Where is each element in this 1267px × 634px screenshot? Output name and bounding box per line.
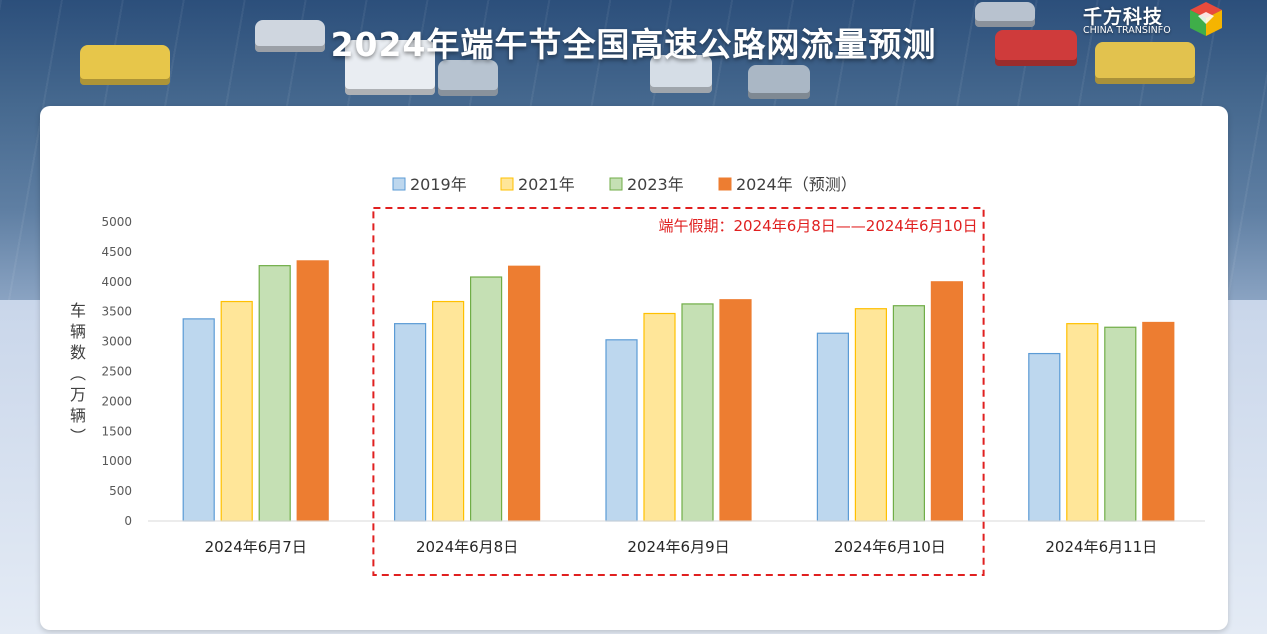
bar <box>681 303 714 522</box>
bar <box>258 265 291 522</box>
x-axis: 2024年6月7日 2024年6月8日 2024年6月9日 2024年6月10日 202… <box>205 538 1158 556</box>
bar <box>394 323 427 522</box>
bar <box>182 318 215 522</box>
bar <box>1104 326 1137 522</box>
y-tick-label: 2500 <box>101 365 132 379</box>
logo-name-cn: 千方科技 <box>1083 6 1164 28</box>
company-logo: 千方科技 CHINA TRANSINFO <box>1083 0 1263 42</box>
bar <box>508 265 541 522</box>
legend-label: 2023年 <box>627 175 684 194</box>
x-tick-label: 2024年6月11日 <box>1045 538 1157 556</box>
y-tick-label: 1000 <box>101 454 132 468</box>
red-car <box>995 30 1077 66</box>
bus <box>345 40 435 95</box>
chart-legend: 2019年 2021年 2023年 2024年（预测） <box>392 175 857 194</box>
bar <box>296 260 329 522</box>
legend-swatch <box>609 177 623 191</box>
bar <box>930 281 964 522</box>
bar <box>854 308 888 522</box>
x-tick-label: 2024年6月10日 <box>834 538 946 556</box>
y-tick-label: 1500 <box>101 424 132 438</box>
y-tick-label: 2000 <box>101 394 132 408</box>
car-right <box>748 65 810 99</box>
bar <box>719 299 752 522</box>
bar <box>470 276 503 522</box>
car-center <box>438 60 498 96</box>
page-title: 2024年端午节全国高速公路网流量预测 <box>330 25 937 64</box>
cube-logo-icon <box>1190 2 1222 36</box>
x-tick-label: 2024年6月9日 <box>627 538 729 556</box>
x-tick-label: 2024年6月7日 <box>205 538 307 556</box>
taxi-car-left <box>80 45 170 85</box>
car-left <box>255 20 325 52</box>
y-tick-label: 4000 <box>101 275 132 289</box>
bar <box>1142 321 1175 522</box>
y-tick-label: 4500 <box>101 245 132 259</box>
y-tick-label: 500 <box>109 484 132 498</box>
bar <box>892 305 926 522</box>
x-tick-label: 2024年6月8日 <box>416 538 518 556</box>
y-axis-label: 车辆数︵万辆︶ <box>70 301 86 446</box>
logo-name-en: CHINA TRANSINFO <box>1083 25 1171 36</box>
y-tick-label: 5000 <box>101 215 132 229</box>
taxi-car-right <box>1095 42 1195 84</box>
legend-label: 2019年 <box>410 175 467 194</box>
holiday-highlight-box <box>372 207 985 576</box>
holiday-annotation: 端午假期：2024年6月8日——2024年6月10日 <box>659 217 978 235</box>
car-far-right <box>975 2 1035 27</box>
bar <box>1028 352 1061 522</box>
y-tick-label: 3500 <box>101 305 132 319</box>
bar <box>643 312 676 522</box>
legend-label: 2024年（预测） <box>736 175 857 194</box>
bars-group <box>182 260 1175 522</box>
bar <box>220 300 253 522</box>
y-tick-label: 0 <box>124 514 132 528</box>
y-axis: 0 500 1000 1500 2000 2500 3000 3500 4000 4500 5000 <box>101 215 132 528</box>
legend-label: 2021年 <box>518 175 575 194</box>
bar <box>432 300 465 522</box>
bar <box>605 339 638 522</box>
legend-swatch <box>500 177 514 191</box>
y-tick-label: 3000 <box>101 335 132 349</box>
legend-swatch <box>392 177 406 191</box>
bar <box>1066 323 1099 522</box>
legend-swatch <box>718 177 732 191</box>
bar <box>816 332 850 522</box>
car-center-right <box>650 55 712 93</box>
